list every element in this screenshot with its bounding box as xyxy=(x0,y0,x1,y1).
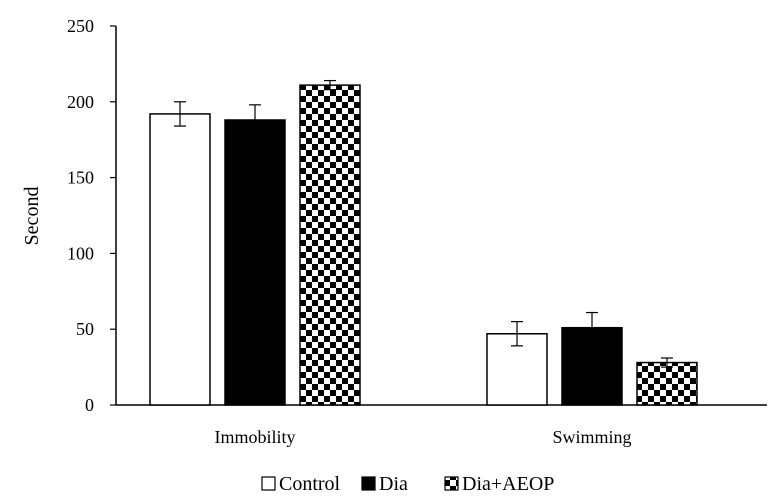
y-tick-label: 200 xyxy=(67,92,94,112)
legend: Control Dia Dia+AEOP xyxy=(261,473,554,495)
y-tick-label: 250 xyxy=(67,16,94,36)
y-tick-label: 150 xyxy=(67,168,94,188)
bar-dia-aeop-swimming xyxy=(636,361,698,406)
legend-label-dia-aeop: Dia+AEOP xyxy=(462,473,554,495)
plot-area: 0 50 100 150 200 250 Immobility Swimming xyxy=(67,16,767,447)
y-axis-title: Second xyxy=(21,187,43,246)
legend-label-dia: Dia xyxy=(379,473,408,495)
legend-swatch-dia-aeop xyxy=(444,476,459,491)
legend-label-control: Control xyxy=(279,473,341,495)
x-tick-label-swimming: Swimming xyxy=(552,427,631,447)
bar-control-immobility xyxy=(149,113,211,406)
y-tick-label: 0 xyxy=(85,395,94,415)
legend-swatch-control xyxy=(261,476,276,491)
x-tick-label-immobility: Immobility xyxy=(215,427,296,447)
bar-dia-immobility xyxy=(224,119,286,406)
y-tick-label: 100 xyxy=(67,243,94,263)
bar-dia-aeop-immobility xyxy=(299,84,361,406)
legend-swatch-dia xyxy=(361,476,376,491)
y-tick-label: 50 xyxy=(76,319,94,339)
